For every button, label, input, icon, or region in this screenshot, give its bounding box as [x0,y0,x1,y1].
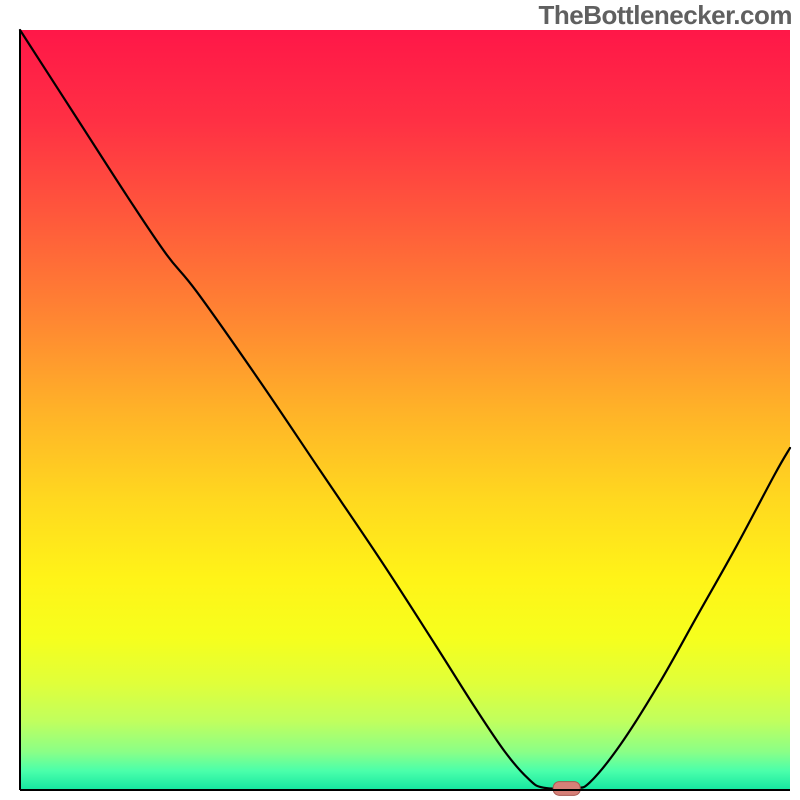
chart-container: TheBottlenecker.com [0,0,800,800]
plot-background [20,30,790,790]
bottleneck-chart [0,0,800,800]
optimal-point-marker [553,782,580,796]
